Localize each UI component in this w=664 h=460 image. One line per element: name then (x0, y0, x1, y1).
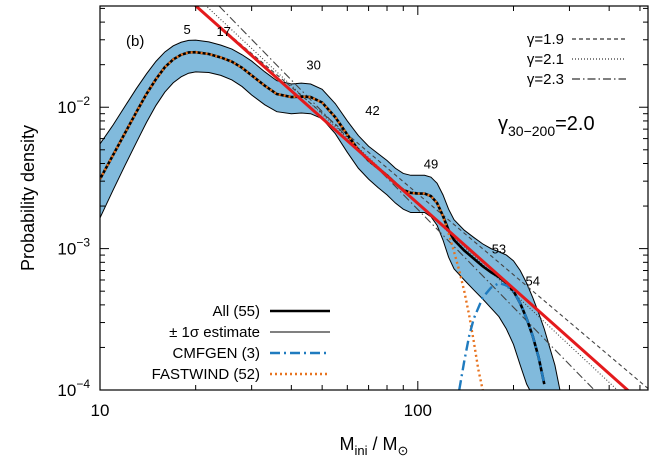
legend-series: All (55) ± 1σ estimate CMFGEN (3) FASTWI… (152, 303, 330, 383)
y-tick-label: 10−3 (57, 236, 90, 259)
x-axis-title-sub: ini (355, 443, 368, 458)
gamma-annotation-rest: =2.0 (555, 113, 594, 135)
sigma-band-lower (100, 71, 531, 390)
rank-label: 42 (365, 103, 379, 118)
legend-gamma-label-1: γ=2.1 (527, 51, 564, 68)
y-tick-label: 10−4 (57, 377, 90, 400)
x-axis-title-sun: ⊙ (398, 443, 409, 458)
rank-label: 30 (306, 57, 320, 72)
legend-gamma-label-0: γ=1.9 (527, 31, 564, 48)
sigma-band-upper (100, 39, 561, 390)
legend-series-label-2: CMFGEN (3) (173, 345, 261, 362)
gamma-annotation-sub: 30−200 (508, 123, 555, 139)
x-axis-title-main: M (340, 434, 355, 454)
panel-label: (b) (126, 33, 144, 50)
y-tick-label: 10−2 (57, 94, 90, 117)
rank-label: 5 (184, 22, 191, 37)
reference-line-gamma-0 (194, 6, 648, 389)
legend-series-label-0: All (55) (212, 303, 260, 320)
x-axis-title-rest: / M (368, 434, 398, 454)
series-cmfgen (458, 281, 546, 390)
x-tick-label: 100 (404, 401, 432, 420)
legend-series-label-3: FASTWIND (52) (152, 366, 260, 383)
rank-label: 49 (424, 156, 438, 171)
legend-gamma-label-2: γ=2.3 (527, 71, 564, 88)
x-tick-label: 10 (91, 401, 110, 420)
rank-label: 53 (492, 242, 506, 257)
y-axis-title: Probability density (18, 125, 38, 271)
power-law-fit-line (193, 6, 630, 390)
x-axis-title: Mini / M⊙ (340, 434, 409, 458)
reference-line-gamma-1 (205, 6, 619, 390)
legend-gamma-lines: γ=1.9 γ=2.1 γ=2.3 (527, 31, 626, 88)
series-all (100, 50, 546, 385)
legend-series-label-1: ± 1σ estimate (169, 324, 260, 341)
gamma-annotation: γ30−200=2.0 (498, 113, 595, 139)
plot-frame (99, 5, 649, 391)
gamma-annotation-base: γ (498, 113, 508, 135)
rank-label: 17 (216, 24, 230, 39)
rank-label: 54 (526, 273, 540, 288)
